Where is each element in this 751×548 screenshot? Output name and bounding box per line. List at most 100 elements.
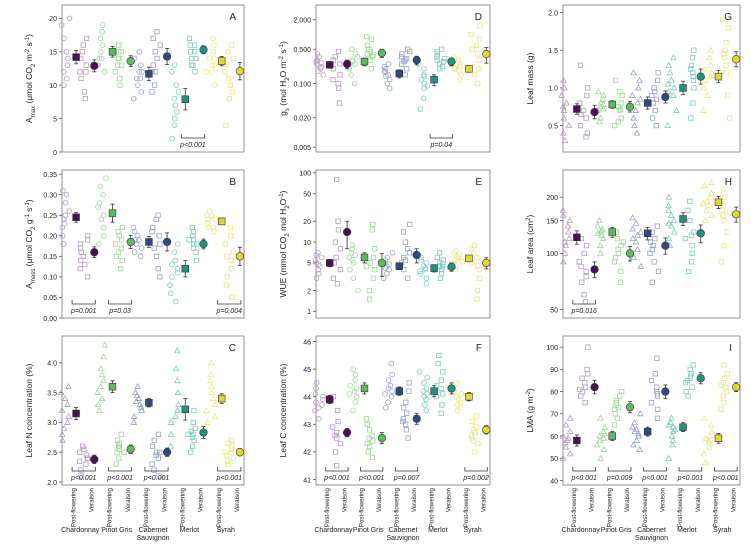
data-point xyxy=(228,257,234,264)
data-point xyxy=(115,249,121,255)
data-point xyxy=(117,75,123,82)
data-point xyxy=(82,95,88,102)
data-point xyxy=(615,250,621,256)
data-point xyxy=(84,274,91,280)
data-point xyxy=(690,74,696,80)
panel-H: 50 100 150 200 Leaf area (cm2) Hp=0.016 xyxy=(525,169,741,319)
y-tick-label: 20 xyxy=(303,219,311,226)
data-point xyxy=(353,385,360,392)
significance-label: p<0.001 xyxy=(179,142,206,149)
data-point xyxy=(468,31,474,38)
mean-marker xyxy=(145,70,153,78)
mean-marker xyxy=(482,425,491,434)
data-point xyxy=(406,388,412,394)
data-point xyxy=(424,374,431,381)
data-point xyxy=(99,28,105,35)
significance-bracket xyxy=(71,300,96,305)
data-point xyxy=(135,237,142,243)
data-point xyxy=(456,63,463,70)
data-point xyxy=(222,449,228,455)
data-point xyxy=(566,428,574,435)
data-point xyxy=(83,62,89,68)
data-point xyxy=(385,399,391,406)
mean-marker xyxy=(90,248,99,257)
data-point xyxy=(116,440,122,446)
data-point xyxy=(100,212,107,219)
data-point xyxy=(225,440,231,446)
mean-marker xyxy=(235,252,244,261)
data-point xyxy=(723,40,729,46)
mean-marker xyxy=(145,399,153,407)
data-point xyxy=(335,80,341,87)
y-tick-label: 60 xyxy=(550,434,558,441)
mean-marker xyxy=(218,394,226,403)
data-point xyxy=(577,386,583,392)
data-point xyxy=(369,227,375,233)
data-point xyxy=(173,82,180,88)
data-point xyxy=(400,416,407,422)
data-point xyxy=(721,186,727,193)
data-point xyxy=(434,57,440,63)
data-point xyxy=(581,292,587,298)
data-point xyxy=(352,399,359,406)
data-point xyxy=(564,222,572,229)
data-point xyxy=(404,410,410,416)
data-point xyxy=(629,214,636,221)
data-point xyxy=(364,42,371,48)
panel-letter: E xyxy=(475,177,482,188)
data-point xyxy=(83,452,90,458)
data-point xyxy=(130,224,137,231)
data-point xyxy=(113,461,119,467)
data-point xyxy=(707,193,715,200)
data-point xyxy=(475,441,481,447)
significance-label: p<0.001 xyxy=(106,475,133,482)
data-point xyxy=(402,257,409,263)
data-point xyxy=(442,56,448,62)
data-point xyxy=(438,377,444,383)
data-point xyxy=(565,228,572,235)
mean-marker xyxy=(235,67,244,76)
data-point xyxy=(333,254,339,261)
data-point xyxy=(335,418,341,425)
data-point xyxy=(560,129,567,136)
data-point xyxy=(59,232,66,239)
data-point xyxy=(98,371,106,378)
data-point xyxy=(101,232,107,239)
data-point xyxy=(229,89,235,95)
data-point xyxy=(315,261,322,267)
data-point xyxy=(581,250,587,256)
data-point xyxy=(668,76,675,83)
data-point xyxy=(403,427,409,433)
mean-marker xyxy=(643,99,652,107)
data-point xyxy=(615,119,621,125)
data-point xyxy=(84,237,91,243)
data-point xyxy=(203,69,210,75)
data-point xyxy=(133,391,141,398)
y-tick-label: 70 xyxy=(550,412,558,419)
data-point xyxy=(313,399,319,406)
y-axis-label-part: -1 xyxy=(25,213,31,219)
data-point xyxy=(474,254,480,261)
data-point xyxy=(687,198,693,204)
data-point xyxy=(337,246,343,252)
data-point xyxy=(423,407,429,414)
data-point xyxy=(687,217,693,224)
variety-label: Pinot Gris xyxy=(101,527,132,534)
data-point xyxy=(119,224,126,231)
data-point xyxy=(706,54,714,61)
mean-marker xyxy=(108,209,117,217)
data-point xyxy=(82,261,88,268)
data-point xyxy=(665,61,673,68)
y-axis-label-part: s xyxy=(285,108,291,111)
data-point xyxy=(79,49,86,55)
mean-marker xyxy=(163,448,172,457)
significance-label: p<0.001 xyxy=(70,475,97,482)
data-point xyxy=(337,441,344,447)
panel-frame xyxy=(315,335,491,486)
mean-marker xyxy=(732,55,741,64)
data-point xyxy=(558,91,565,98)
data-point xyxy=(596,432,603,439)
data-point xyxy=(471,449,478,455)
data-point xyxy=(582,380,588,386)
data-point xyxy=(600,91,607,98)
